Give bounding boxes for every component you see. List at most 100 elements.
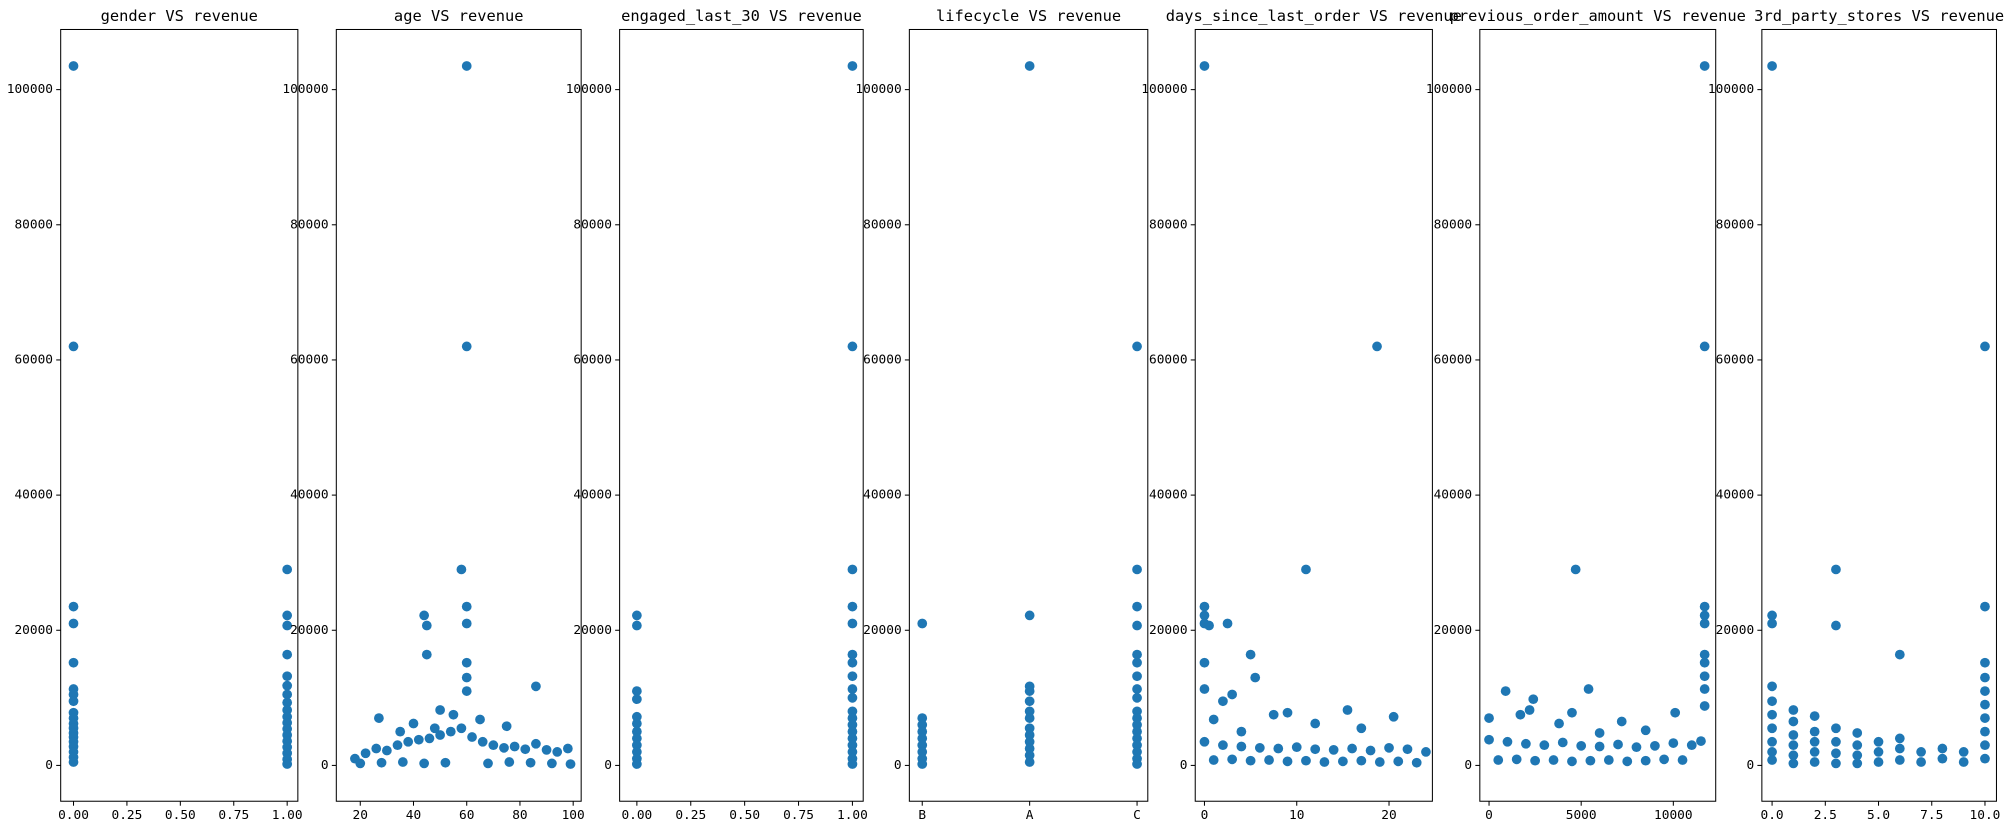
scatter-point [847,618,858,629]
scatter-point [1809,711,1820,721]
scatter-point [1384,742,1394,753]
y-tick-label: 100000 [566,82,612,97]
x-tick-label: 0 [1485,808,1493,823]
scatter-point [847,564,858,575]
scatter-point [1980,699,1990,710]
x-tick-label: 60 [459,808,474,823]
scatter-point [1767,736,1777,747]
scatter-point [429,723,440,734]
scatter-point [1328,745,1339,755]
scatter-point [1511,754,1522,765]
scatter-point [374,713,384,723]
y-tick-label: 60000 [863,352,902,367]
scatter-point [847,759,858,769]
scatter-point [1670,707,1681,718]
y-tick-label: 100000 [855,82,901,97]
scatter-point [525,757,536,768]
scatter-point [419,758,430,769]
scatter-point [1767,723,1777,734]
scatter-point [282,697,293,708]
scatter-point [355,758,366,769]
scatter-point [531,681,541,692]
scatter-point [1650,740,1660,751]
scatter-point [461,686,472,696]
scatter-point [847,671,858,682]
scatter-point [1132,657,1142,668]
x-tick-label: 0.25 [675,808,706,823]
scatter-point [847,341,858,352]
scatter-point [547,758,557,769]
scatter-point [68,689,79,700]
y-tick-label: 80000 [290,217,329,232]
scatter-point [1254,742,1265,753]
scatter-point [1227,754,1238,765]
scatter-point [1831,748,1841,759]
scatter-point [1570,564,1581,575]
scatter-point [847,747,858,757]
scatter-point [477,736,488,747]
scatter-point [1640,755,1651,766]
scatter-point [1411,757,1422,768]
scatter-point [565,759,576,769]
scatter-point [631,694,642,705]
scatter-point [1515,709,1526,720]
scatter-point [445,726,456,737]
scatter-point [424,733,435,744]
x-tick-label: 0.50 [729,808,760,823]
scatter-point [1218,740,1228,751]
y-tick-label: 100000 [7,82,53,97]
scatter-point [917,726,928,737]
scatter-point [1980,740,1990,751]
scatter-point [1528,694,1539,705]
y-tick-label: 100000 [1708,82,1754,97]
scatter-point [499,742,509,753]
scatter-point [1132,713,1142,723]
y-tick-label: 40000 [1716,488,1755,503]
scatter-point [1937,743,1948,754]
scatter-point [1613,739,1623,750]
scatter-point [1132,649,1142,660]
scatter-point [1699,618,1710,629]
scatter-point [1024,757,1035,767]
scatter-point [488,740,499,751]
scatter-point [1873,757,1884,767]
subplot-title: previous_order_amount VS revenue [1450,7,1746,25]
x-tick-label: 0 [1201,808,1209,823]
scatter-point [1310,744,1321,755]
y-tick-label: 0 [1464,758,1472,773]
x-tick-label: A [1026,808,1034,823]
scatter-point [1372,341,1382,352]
scatter-point [1347,743,1357,754]
scatter-point [1659,754,1669,765]
y-tick-label: 60000 [573,352,612,367]
scatter-point [475,714,485,725]
scatter-point [552,747,563,757]
scatter-point [1024,686,1035,696]
scatter-point [1788,716,1799,727]
scatter-point [1356,723,1367,734]
scatter-point [1268,709,1279,720]
scatter-point [631,740,642,751]
axes-frame [1194,28,1433,802]
scatter-point [1282,756,1293,767]
y-tick-label: 80000 [1716,217,1755,232]
scatter-point [68,61,79,71]
x-tick-label: 5.0 [1867,808,1890,823]
scatter-point [1616,716,1627,727]
scatter-point [1524,705,1535,715]
scatter-point [1686,740,1697,751]
x-tick-label: 0.0 [1761,808,1784,823]
scatter-point [1699,649,1710,660]
y-tick-label: 40000 [573,488,612,503]
scatter-point [631,620,642,631]
scatter-point [1767,747,1777,757]
scatter-point [1301,755,1311,766]
y-tick-label: 80000 [863,217,902,232]
scatter-point [1132,601,1142,612]
x-tick-label: 1.00 [272,808,303,823]
x-tick-label: 1.00 [837,808,868,823]
y-tick-label: 0 [604,758,612,773]
y-tick-label: 20000 [1716,623,1755,638]
x-tick-label: C [1133,808,1141,823]
scatter-point [282,759,293,769]
